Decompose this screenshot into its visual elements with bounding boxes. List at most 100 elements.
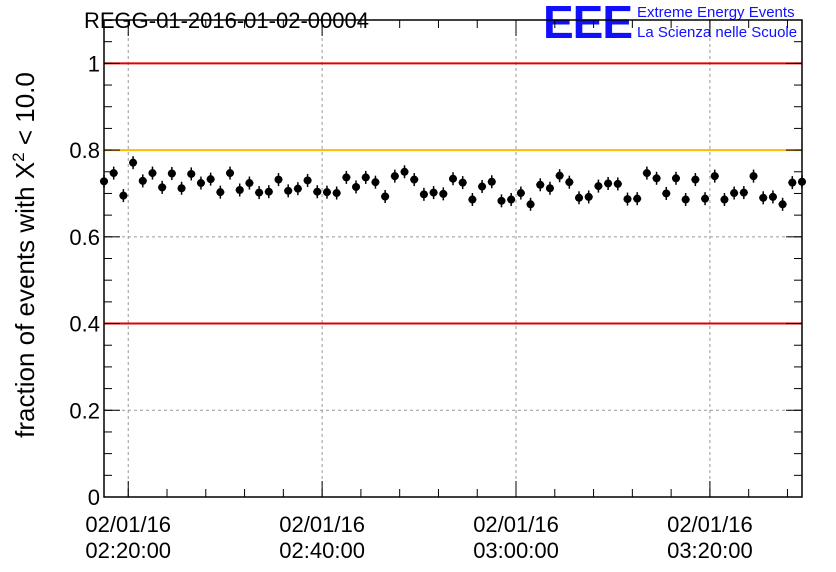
y-axis-label-main: fraction of events with X: [10, 162, 40, 438]
point-marker: [419, 190, 428, 199]
point-marker: [284, 186, 293, 195]
point-marker: [468, 195, 477, 204]
data-point: [720, 193, 729, 207]
point-marker: [730, 189, 739, 198]
y-tick-label: 0: [88, 485, 100, 510]
point-marker: [119, 191, 128, 200]
x-tick-label-date: 02/01/16: [473, 512, 559, 537]
point-marker: [652, 174, 661, 183]
point-marker: [410, 175, 419, 184]
data-point: [710, 169, 719, 183]
point-marker: [177, 184, 186, 193]
data-point: [652, 171, 661, 185]
point-marker: [487, 177, 496, 186]
point-marker: [196, 179, 205, 188]
data-point: [109, 166, 118, 180]
data-point: [187, 167, 196, 181]
data-point: [759, 191, 768, 205]
data-point: [361, 170, 370, 184]
data-point: [419, 187, 428, 201]
point-marker: [575, 193, 584, 202]
data-point: [526, 197, 535, 211]
y-axis-label-sup: 2: [9, 152, 28, 161]
point-marker: [739, 188, 748, 197]
point-marker: [701, 194, 710, 203]
point-marker: [206, 175, 215, 184]
y-axis-label-tail: < 10.0: [10, 72, 40, 152]
y-tick-label: 0.2: [69, 398, 100, 423]
y-tick-label: 1: [88, 51, 100, 76]
point-marker: [613, 179, 622, 188]
data-point: [623, 192, 632, 206]
point-marker: [167, 169, 176, 178]
data-point: [497, 194, 506, 208]
x-tick-label-date: 02/01/16: [667, 512, 753, 537]
data-point: [264, 185, 273, 199]
data-point: [303, 173, 312, 187]
point-marker: [623, 195, 632, 204]
point-marker: [458, 178, 467, 187]
grid-layer: [104, 20, 802, 497]
data-point: [730, 186, 739, 200]
point-marker: [584, 192, 593, 201]
x-tick-label-time: 02:20:00: [85, 538, 171, 563]
data-point: [778, 197, 787, 211]
point-marker: [749, 172, 758, 181]
point-marker: [264, 187, 273, 196]
data-point: [701, 192, 710, 206]
point-marker: [497, 196, 506, 205]
point-marker: [439, 189, 448, 198]
plot-frame: [103, 19, 803, 498]
point-marker: [429, 188, 438, 197]
data-point: [545, 181, 554, 195]
point-marker: [516, 189, 525, 198]
data-point: [681, 193, 690, 207]
data-point: [468, 193, 477, 207]
data-point: [516, 186, 525, 200]
x-tick-label-time: 02:40:00: [279, 538, 365, 563]
data-point: [148, 166, 157, 180]
point-marker: [536, 180, 545, 189]
data-point: [691, 173, 700, 187]
axes: 00.20.40.60.8102/01/1602:20:0002/01/1602…: [69, 19, 803, 563]
point-marker: [594, 182, 603, 191]
point-marker: [313, 187, 322, 196]
data-point: [507, 193, 516, 207]
data-point: [633, 192, 642, 206]
logo-line-2: La Scienza nelle Scuole: [637, 24, 798, 41]
data-point: [332, 186, 341, 200]
y-tick-label: 0.4: [69, 312, 100, 337]
data-point: [138, 174, 147, 188]
logo-line-1: Extreme Energy Events: [637, 4, 795, 21]
reference-lines: [104, 62, 802, 325]
x-tick-label-time: 03:00:00: [473, 538, 559, 563]
y-tick-label: 0.8: [69, 138, 100, 163]
data-point: [235, 183, 244, 197]
data-point: [196, 176, 205, 190]
data-point: [788, 176, 797, 190]
data-point: [584, 190, 593, 204]
data-point: [381, 189, 390, 203]
data-point: [167, 167, 176, 181]
x-tick-label-date: 02/01/16: [279, 512, 365, 537]
point-marker: [361, 173, 370, 182]
data-point: [662, 186, 671, 200]
data-point: [206, 172, 215, 186]
point-marker: [352, 182, 361, 191]
point-marker: [129, 158, 138, 167]
data-point: [322, 185, 331, 199]
data-point: [536, 178, 545, 192]
point-marker: [759, 193, 768, 202]
point-marker: [526, 200, 535, 209]
point-marker: [293, 184, 302, 193]
data-point: [768, 190, 777, 204]
data-point: [410, 173, 419, 187]
point-marker: [274, 175, 283, 184]
point-marker: [216, 188, 225, 197]
data-point: [400, 165, 409, 179]
data-point: [352, 180, 361, 194]
point-marker: [478, 182, 487, 191]
data-point: [371, 175, 380, 189]
data-point: [604, 176, 613, 190]
